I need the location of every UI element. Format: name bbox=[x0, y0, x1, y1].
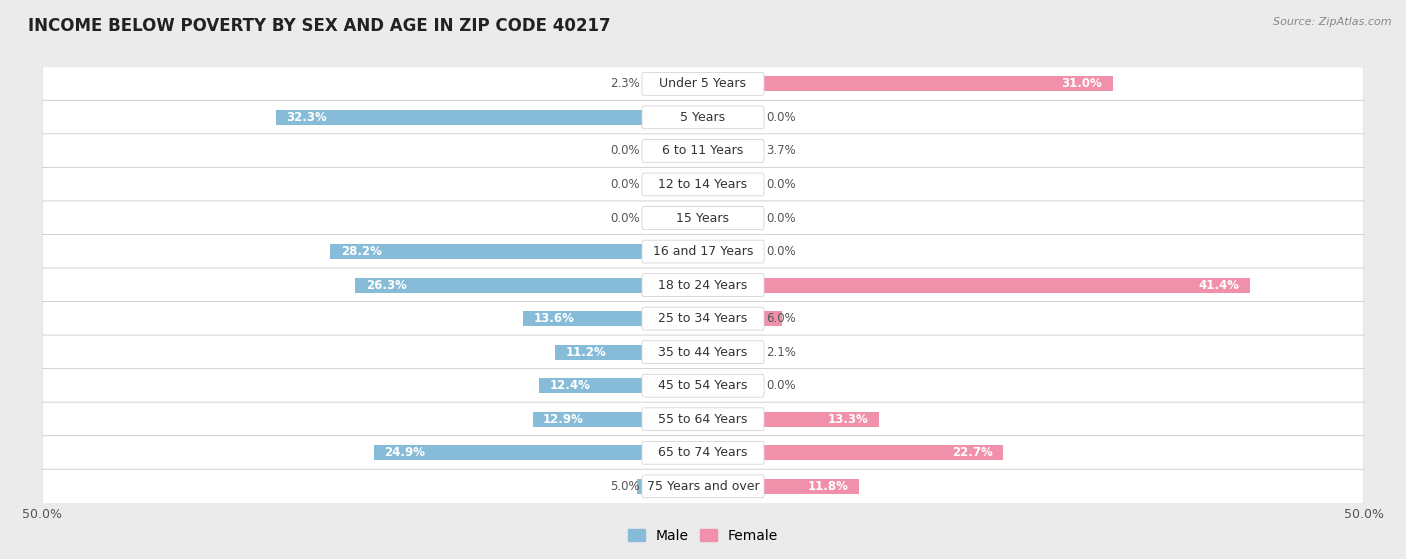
Bar bbox=[276, 110, 703, 125]
Text: 41.4%: 41.4% bbox=[1198, 278, 1240, 292]
Text: 31.0%: 31.0% bbox=[1062, 77, 1102, 91]
Text: 35 to 44 Years: 35 to 44 Years bbox=[658, 345, 748, 359]
Text: 55 to 64 Years: 55 to 64 Years bbox=[658, 413, 748, 426]
Text: 16 and 17 Years: 16 and 17 Years bbox=[652, 245, 754, 258]
Bar bbox=[374, 445, 703, 461]
FancyBboxPatch shape bbox=[643, 341, 763, 363]
FancyBboxPatch shape bbox=[643, 375, 763, 397]
Text: 18 to 24 Years: 18 to 24 Years bbox=[658, 278, 748, 292]
Text: 11.2%: 11.2% bbox=[565, 345, 606, 359]
Text: Under 5 Years: Under 5 Years bbox=[659, 77, 747, 91]
Bar bbox=[703, 479, 859, 494]
FancyBboxPatch shape bbox=[42, 335, 1364, 369]
FancyBboxPatch shape bbox=[643, 140, 763, 162]
Bar bbox=[637, 479, 703, 494]
FancyBboxPatch shape bbox=[42, 268, 1364, 302]
FancyBboxPatch shape bbox=[643, 173, 763, 196]
Text: 22.7%: 22.7% bbox=[952, 446, 993, 459]
Bar bbox=[703, 144, 752, 159]
Text: 65 to 74 Years: 65 to 74 Years bbox=[658, 446, 748, 459]
Bar bbox=[533, 411, 703, 427]
Text: 24.9%: 24.9% bbox=[384, 446, 426, 459]
Text: 0.0%: 0.0% bbox=[766, 178, 796, 191]
Text: 3.7%: 3.7% bbox=[766, 144, 796, 158]
FancyBboxPatch shape bbox=[42, 301, 1364, 336]
FancyBboxPatch shape bbox=[643, 274, 763, 296]
Text: 0.0%: 0.0% bbox=[766, 379, 796, 392]
FancyBboxPatch shape bbox=[643, 240, 763, 263]
Text: 5.0%: 5.0% bbox=[610, 480, 640, 493]
FancyBboxPatch shape bbox=[643, 307, 763, 330]
Text: 45 to 54 Years: 45 to 54 Years bbox=[658, 379, 748, 392]
FancyBboxPatch shape bbox=[42, 234, 1364, 269]
Text: INCOME BELOW POVERTY BY SEX AND AGE IN ZIP CODE 40217: INCOME BELOW POVERTY BY SEX AND AGE IN Z… bbox=[28, 17, 610, 35]
Text: 15 Years: 15 Years bbox=[676, 211, 730, 225]
FancyBboxPatch shape bbox=[42, 134, 1364, 168]
Text: 5 Years: 5 Years bbox=[681, 111, 725, 124]
Text: 12 to 14 Years: 12 to 14 Years bbox=[658, 178, 748, 191]
Legend: Male, Female: Male, Female bbox=[623, 523, 783, 548]
Bar bbox=[555, 344, 703, 360]
Bar bbox=[538, 378, 703, 394]
FancyBboxPatch shape bbox=[42, 469, 1364, 504]
Text: 25 to 34 Years: 25 to 34 Years bbox=[658, 312, 748, 325]
FancyBboxPatch shape bbox=[643, 73, 763, 95]
Text: 2.1%: 2.1% bbox=[766, 345, 796, 359]
Bar bbox=[703, 445, 1002, 461]
FancyBboxPatch shape bbox=[42, 435, 1364, 470]
Text: 0.0%: 0.0% bbox=[766, 111, 796, 124]
Text: 0.0%: 0.0% bbox=[766, 245, 796, 258]
Bar bbox=[703, 311, 782, 326]
Text: 11.8%: 11.8% bbox=[807, 480, 848, 493]
FancyBboxPatch shape bbox=[643, 475, 763, 498]
FancyBboxPatch shape bbox=[42, 402, 1364, 437]
Text: Source: ZipAtlas.com: Source: ZipAtlas.com bbox=[1274, 17, 1392, 27]
FancyBboxPatch shape bbox=[643, 207, 763, 229]
Text: 13.3%: 13.3% bbox=[828, 413, 868, 426]
Text: 32.3%: 32.3% bbox=[287, 111, 328, 124]
Text: 12.4%: 12.4% bbox=[550, 379, 591, 392]
Bar bbox=[523, 311, 703, 326]
Bar bbox=[356, 277, 703, 292]
FancyBboxPatch shape bbox=[42, 67, 1364, 101]
Text: 6.0%: 6.0% bbox=[766, 312, 796, 325]
FancyBboxPatch shape bbox=[42, 368, 1364, 403]
Text: 26.3%: 26.3% bbox=[366, 278, 406, 292]
Text: 75 Years and over: 75 Years and over bbox=[647, 480, 759, 493]
Bar bbox=[703, 76, 1112, 91]
Bar bbox=[672, 76, 703, 91]
Text: 0.0%: 0.0% bbox=[610, 211, 640, 225]
Bar bbox=[330, 244, 703, 259]
FancyBboxPatch shape bbox=[643, 408, 763, 430]
Bar bbox=[703, 344, 731, 360]
FancyBboxPatch shape bbox=[643, 106, 763, 129]
FancyBboxPatch shape bbox=[643, 442, 763, 464]
Text: 13.6%: 13.6% bbox=[534, 312, 575, 325]
Text: 2.3%: 2.3% bbox=[610, 77, 640, 91]
Text: 28.2%: 28.2% bbox=[340, 245, 382, 258]
Text: 12.9%: 12.9% bbox=[543, 413, 583, 426]
Text: 0.0%: 0.0% bbox=[610, 144, 640, 158]
FancyBboxPatch shape bbox=[42, 100, 1364, 135]
Text: 0.0%: 0.0% bbox=[766, 211, 796, 225]
Bar bbox=[703, 277, 1250, 292]
Text: 0.0%: 0.0% bbox=[610, 178, 640, 191]
Bar bbox=[703, 411, 879, 427]
FancyBboxPatch shape bbox=[42, 201, 1364, 235]
Text: 6 to 11 Years: 6 to 11 Years bbox=[662, 144, 744, 158]
FancyBboxPatch shape bbox=[42, 167, 1364, 202]
